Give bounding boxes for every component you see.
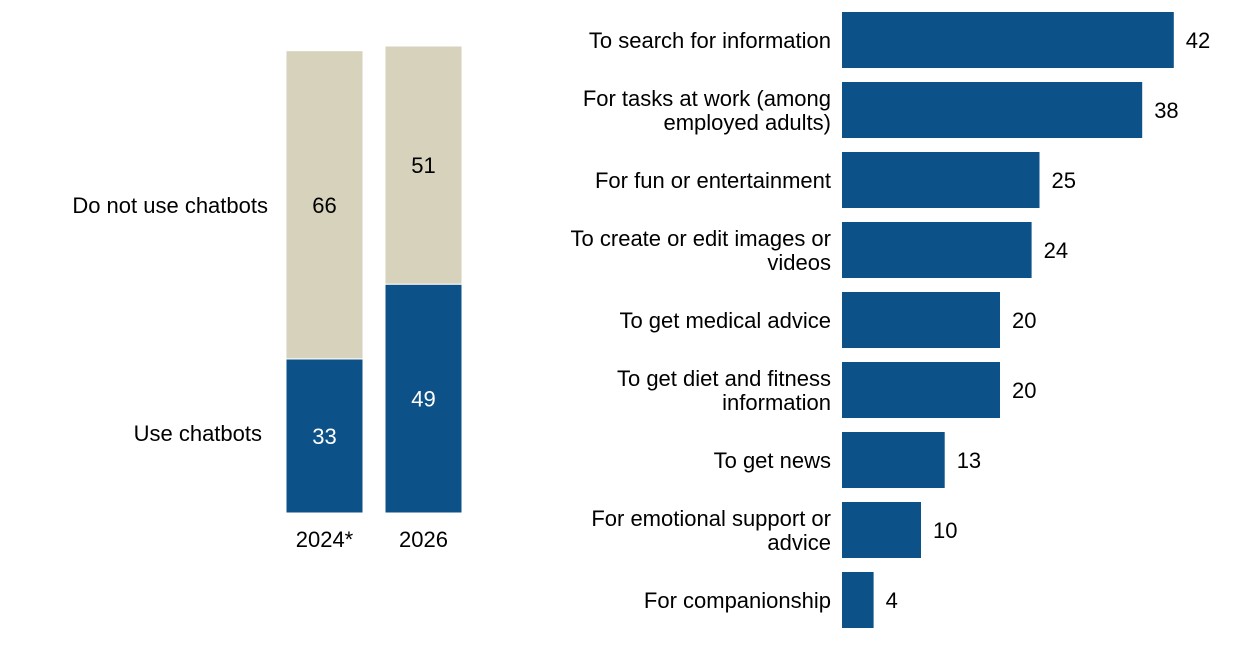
reason-bar-4 — [842, 292, 1000, 348]
reason-category-label: To get news — [714, 448, 831, 473]
reason-value-label: 20 — [1012, 308, 1036, 333]
reason-bar-6 — [842, 432, 945, 488]
reason-category-label-line: For emotional support or — [591, 506, 831, 531]
reason-category-label: To create or edit images or videos — [571, 226, 831, 275]
reason-bar-3 — [842, 222, 1032, 278]
legend-label-not-use: Do not use chatbots — [72, 193, 268, 218]
stack-segment-not-use-0 — [285, 50, 364, 360]
reason-category-label: For companionship — [644, 588, 831, 613]
reason-category-label-line: advice — [767, 530, 831, 555]
reason-category-label: To search for information — [589, 28, 831, 53]
reason-bar-1 — [842, 82, 1143, 138]
reason-category-label: For fun or entertainment — [595, 168, 831, 193]
year-tick-label: 2024* — [296, 527, 354, 552]
reason-category-label: To get diet and fitness information — [617, 366, 831, 415]
reason-value-label: 10 — [933, 518, 957, 543]
reason-value-label: 25 — [1052, 168, 1076, 193]
reason-bar-2 — [842, 152, 1040, 208]
reason-category-label: For tasks at work (among employed adults) — [583, 86, 831, 135]
reason-value-label: 38 — [1154, 98, 1178, 123]
reason-category-label: For emotional support or advice — [591, 506, 831, 555]
reason-category-label-line: For tasks at work (among — [583, 86, 831, 111]
reason-category-label-line: To create or edit images or — [571, 226, 831, 251]
reason-category-label-line: videos — [767, 250, 831, 275]
chatbot-use-stacked-chart: 33 66 2024* 49 51 2026 Use chatbots Do not use … — [72, 45, 463, 552]
stack-value-label: 33 — [312, 424, 336, 449]
reason-category-label-line: To get diet and fitness — [617, 366, 831, 391]
reason-category-label-line: employed adults) — [663, 110, 831, 135]
year-tick-label: 2026 — [399, 527, 448, 552]
stack-value-label: 51 — [411, 153, 435, 178]
reason-bar-8 — [842, 572, 874, 628]
reason-value-label: 13 — [957, 448, 981, 473]
stack-segment-not-use-1 — [384, 45, 463, 285]
reason-value-label: 4 — [886, 588, 898, 613]
reason-category-label-line: information — [722, 390, 831, 415]
stack-value-label: 66 — [312, 193, 336, 218]
reason-bar-5 — [842, 362, 1000, 418]
stack-segment-use-0 — [285, 358, 364, 514]
reason-bar-0 — [842, 12, 1174, 68]
legend-label-use: Use chatbots — [134, 421, 262, 446]
stack-segment-use-1 — [384, 283, 463, 514]
reason-value-label: 20 — [1012, 378, 1036, 403]
reason-value-label: 42 — [1186, 28, 1210, 53]
reason-value-label: 24 — [1044, 238, 1068, 263]
reason-bar-7 — [842, 502, 921, 558]
stack-value-label: 49 — [411, 387, 435, 412]
reason-category-label: To get medical advice — [619, 308, 831, 333]
